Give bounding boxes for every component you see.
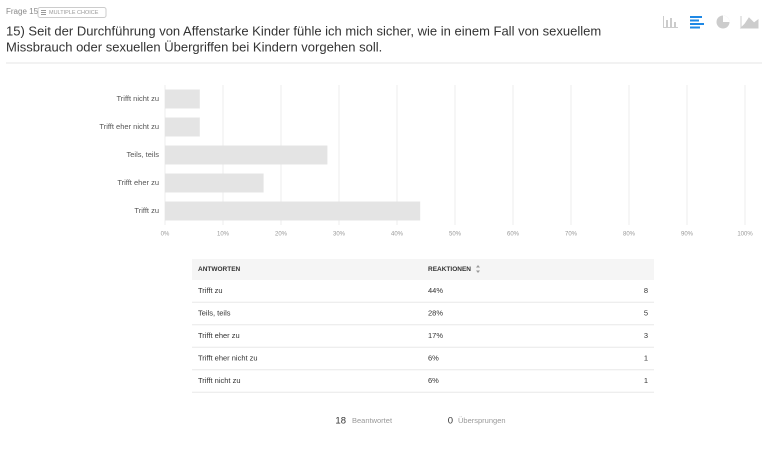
x-tick-label: 0% — [161, 232, 170, 238]
chart: 0% 10% 20% 30% 40% 50% 60% 70% 80% 90% 100% Trifft … — [99, 85, 753, 238]
vertical-bar-icon[interactable] — [663, 16, 678, 28]
badge-box — [37, 7, 107, 18]
percent-cell: 28% — [428, 308, 443, 317]
sort-icon[interactable] — [476, 265, 480, 273]
x-tick-label: 50% — [449, 232, 462, 238]
x-tick-label: 60% — [507, 232, 520, 238]
percent-cell: 44% — [428, 286, 443, 295]
answer-cell: Trifft zu — [198, 286, 223, 295]
pie-icon[interactable] — [716, 15, 730, 29]
horizontal-bar-icon[interactable] — [690, 16, 704, 29]
table: ANTWORTEN REAKTIONEN Trifft zu 44% 8 Teils, t… — [192, 259, 654, 393]
question-title: Missbrauch oder sexuellen Übergriffen be… — [6, 39, 382, 54]
skipped-label: Übersprungen — [458, 416, 506, 425]
bar — [165, 145, 328, 165]
y-tick-label: Trifft eher nicht zu — [99, 122, 159, 131]
count-cell: 3 — [644, 331, 648, 340]
x-tick-label: 40% — [391, 232, 404, 238]
answer-cell: Trifft eher zu — [198, 331, 240, 340]
percent-cell: 6% — [428, 376, 439, 385]
answer-cell: Trifft eher nicht zu — [198, 353, 258, 362]
x-tick-label: 80% — [623, 232, 636, 238]
table-header-bg — [192, 259, 654, 280]
percent-cell: 17% — [428, 331, 443, 340]
badge: MULTIPLE CHOICE — [49, 10, 99, 16]
question-number: Frage 15 — [6, 7, 39, 16]
question-title: 15) Seit der Durchführung von Affenstark… — [6, 23, 601, 38]
badge-icon — [41, 10, 46, 15]
column-header: ANTWORTEN — [198, 266, 241, 273]
x-tick-label: 30% — [333, 232, 346, 238]
footer: 18 Beantwortet 0 Übersprungen — [335, 416, 505, 427]
count-cell: 1 — [644, 376, 648, 385]
x-tick-label: 90% — [681, 232, 694, 238]
x-tick-label: 10% — [217, 232, 230, 238]
bar — [165, 201, 421, 221]
area-icon[interactable] — [739, 16, 759, 29]
percent-cell: 6% — [428, 353, 439, 362]
answer-cell: Teils, teils — [198, 308, 231, 317]
chart-type-icons[interactable] — [663, 15, 759, 29]
count-cell: 5 — [644, 308, 648, 317]
y-tick-label: Trifft eher zu — [117, 178, 159, 187]
answered-count: 18 — [335, 416, 346, 427]
skipped-count: 0 — [448, 416, 453, 427]
x-tick-label: 70% — [565, 232, 578, 238]
column-header: REAKTIONEN — [428, 266, 471, 273]
answered-label: Beantwortet — [352, 416, 393, 425]
answer-cell: Trifft nicht zu — [198, 376, 241, 385]
x-tick-label: 100% — [737, 232, 753, 238]
x-tick-label: 20% — [275, 232, 288, 238]
count-cell: 8 — [644, 286, 648, 295]
y-tick-label: Trifft nicht zu — [116, 94, 159, 103]
y-tick-label: Trifft zu — [134, 206, 159, 215]
bar — [165, 173, 264, 193]
y-tick-label: Teils, teils — [126, 150, 159, 159]
bar — [165, 117, 200, 137]
count-cell: 1 — [644, 353, 648, 362]
bar — [165, 89, 200, 109]
